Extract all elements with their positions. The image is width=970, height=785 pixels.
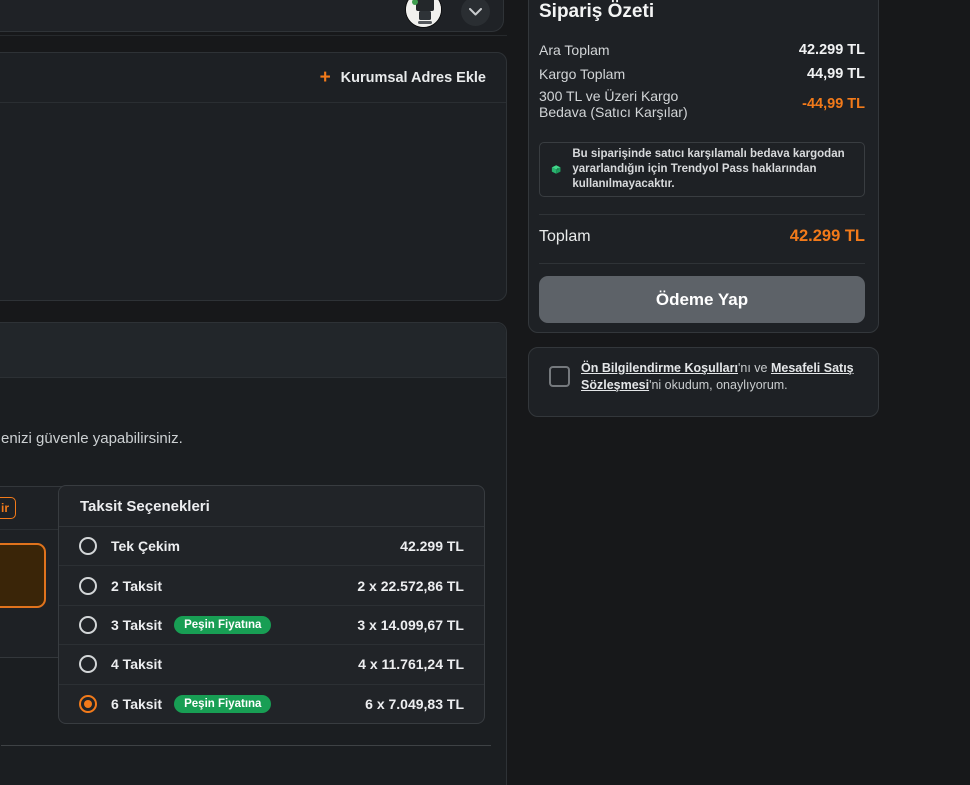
order-summary-card: Sipariş Özeti Ara Toplam 42.299 TL Kargo… xyxy=(528,0,879,333)
row-label: Kargo Toplam xyxy=(539,66,625,82)
total-label: Toplam xyxy=(539,228,591,246)
installment-label: 3 Taksit xyxy=(111,617,162,633)
avatar-product-image xyxy=(406,0,442,28)
row-value: 42.299 TL xyxy=(799,42,865,58)
package-icon xyxy=(551,158,561,181)
installment-row-4[interactable]: 4 Taksit 4 x 11.761,24 TL xyxy=(59,645,484,684)
pay-button[interactable]: Ödeme Yap xyxy=(539,276,865,323)
cash-price-badge: Peşin Fiyatına xyxy=(174,695,271,713)
installment-options-box: Taksit Seçenekleri Tek Çekim 42.299 TL 2… xyxy=(58,485,485,724)
summary-divider xyxy=(539,263,865,264)
user-avatar[interactable] xyxy=(405,0,442,28)
installment-label: 2 Taksit xyxy=(111,578,162,594)
payment-section-card: enizi güvenle yapabilirsiniz. ir Taksit … xyxy=(0,322,507,785)
installment-row-2[interactable]: 2 Taksit 2 x 22.572,86 TL xyxy=(59,566,484,605)
installment-label: 4 Taksit xyxy=(111,656,162,672)
trendyol-pass-note: Bu siparişinde satıcı karşılamalı bedava… xyxy=(539,142,865,197)
radio-unselected-icon[interactable] xyxy=(79,655,97,673)
installment-row-single[interactable]: Tek Çekim 42.299 TL xyxy=(59,527,484,566)
header-bar xyxy=(0,0,504,32)
terms-tail-text: 'ni okudum, onaylıyorum. xyxy=(649,378,788,392)
secure-payment-text: enizi güvenle yapabilirsiniz. xyxy=(1,430,183,447)
address-section-header: + Kurumsal Adres Ekle xyxy=(0,53,506,103)
chevron-down-icon xyxy=(469,8,482,16)
installment-label: Tek Çekim xyxy=(111,538,180,554)
summary-divider xyxy=(539,214,865,215)
summary-row-subtotal: Ara Toplam 42.299 TL xyxy=(539,42,865,58)
installment-amount: 2 x 22.572,86 TL xyxy=(357,578,464,594)
installment-amount: 3 x 14.099,67 TL xyxy=(357,617,464,633)
installment-amount: 42.299 TL xyxy=(400,538,464,554)
address-section-card: + Kurumsal Adres Ekle xyxy=(0,52,507,301)
terms-mid-text: 'nı ve xyxy=(738,361,771,375)
summary-row-shipping: Kargo Toplam 44,99 TL xyxy=(539,66,865,82)
checkout-page: + Kurumsal Adres Ekle enizi güvenle yapa… xyxy=(0,0,970,785)
radio-unselected-icon[interactable] xyxy=(79,577,97,595)
order-summary-title: Sipariş Özeti xyxy=(539,1,654,23)
terms-text: Ön Bilgilendirme Koşulları'nı ve Mesafel… xyxy=(581,360,855,394)
installment-options-title: Taksit Seçenekleri xyxy=(59,486,484,527)
preliminary-info-link[interactable]: Ön Bilgilendirme Koşulları xyxy=(581,361,738,375)
row-value: 44,99 TL xyxy=(807,66,865,82)
header-divider xyxy=(0,35,507,36)
plus-icon: + xyxy=(320,68,331,87)
summary-row-free-shipping: 300 TL ve Üzeri Kargo Bedava (Satıcı Kar… xyxy=(539,88,865,120)
selected-card-option[interactable] xyxy=(0,543,46,608)
row-value-discount: -44,99 TL xyxy=(802,96,865,112)
account-menu-button[interactable] xyxy=(461,0,490,26)
radio-selected-icon[interactable] xyxy=(79,695,97,713)
installment-amount: 4 x 11.761,24 TL xyxy=(358,656,464,672)
radio-unselected-icon[interactable] xyxy=(79,537,97,555)
row-label: Ara Toplam xyxy=(539,42,610,58)
installment-label: 6 Taksit xyxy=(111,696,162,712)
payment-section-divider xyxy=(1,745,491,746)
installment-row-3[interactable]: 3 Taksit Peşin Fiyatına 3 x 14.099,67 TL xyxy=(59,606,484,645)
installment-row-6[interactable]: 6 Taksit Peşin Fiyatına 6 x 7.049,83 TL xyxy=(59,685,484,723)
total-value: 42.299 TL xyxy=(790,227,865,246)
cash-price-badge: Peşin Fiyatına xyxy=(174,616,271,634)
payment-section-header xyxy=(0,323,506,378)
add-corporate-address-button[interactable]: Kurumsal Adres Ekle xyxy=(341,70,486,86)
pass-note-text: Bu siparişinde satıcı karşılamalı bedava… xyxy=(572,147,853,192)
row-label: 300 TL ve Üzeri Kargo Bedava (Satıcı Kar… xyxy=(539,88,688,120)
installment-amount: 6 x 7.049,83 TL xyxy=(365,696,464,712)
summary-total-row: Toplam 42.299 TL xyxy=(539,227,865,246)
terms-agreement-card: Ön Bilgilendirme Koşulları'nı ve Mesafel… xyxy=(528,347,879,417)
radio-unselected-icon[interactable] xyxy=(79,616,97,634)
terms-checkbox[interactable] xyxy=(549,366,570,387)
saved-card-badge[interactable]: ir xyxy=(0,497,16,519)
